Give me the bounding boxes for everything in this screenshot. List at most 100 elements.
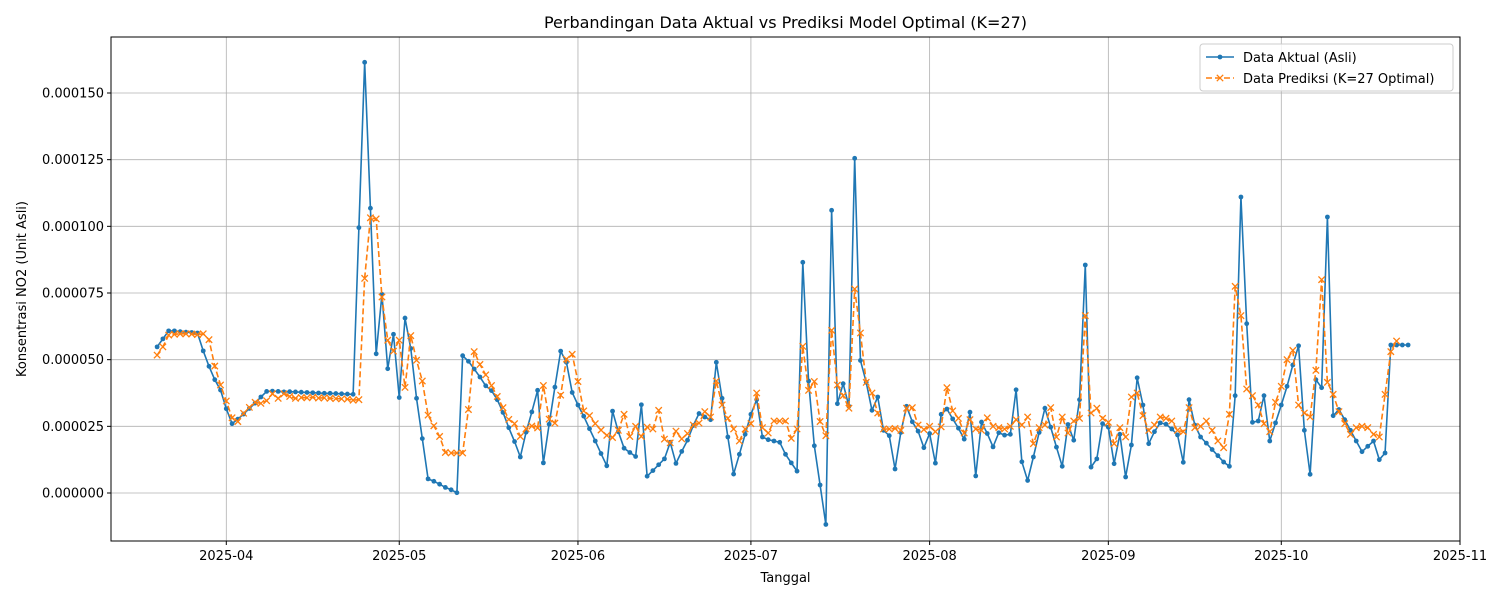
data-point-actual [1376,457,1382,463]
data-point-predicted [914,421,922,429]
data-point-predicted [1283,356,1291,364]
data-point-predicted [655,406,663,414]
data-point-actual [979,419,984,425]
data-point-actual [1025,478,1031,483]
data-point-actual [1371,438,1376,444]
data-point-actual [858,358,863,363]
data-point-predicted [366,214,375,222]
data-point-actual [788,460,794,466]
data-point-actual [1221,459,1227,465]
data-point-actual [558,348,564,354]
data-point-actual [731,471,737,477]
data-point-actual [402,315,408,321]
data-point-predicted [176,330,184,338]
data-point-predicted [931,428,940,436]
data-point-actual [1082,262,1088,268]
data-point-actual [506,425,512,431]
data-point-actual [1146,441,1152,447]
data-point-predicted [257,399,265,408]
data-point-predicted [1208,426,1216,434]
data-point-predicted [447,449,455,457]
data-point-actual [1382,450,1388,456]
data-point-actual [477,374,483,380]
data-point-actual [823,522,829,527]
data-point-actual [437,481,443,487]
data-point-predicted [355,396,363,404]
data-point-predicted [1000,425,1009,433]
data-point-predicted [378,293,386,301]
data-point-predicted [845,404,853,412]
data-point-predicted [908,404,916,412]
y-axis-label: Konsentrasi NO2 (Unit Asli) [15,201,30,377]
data-point-actual [1255,418,1261,424]
x-tick-label: 2025-04 [199,549,253,564]
data-point-predicted [954,414,963,422]
data-point-actual [229,421,235,427]
data-point-actual [1019,459,1025,465]
data-point-actual [362,59,368,65]
data-point-predicted [153,351,161,359]
data-point-actual [771,438,777,444]
data-point-actual [310,390,316,396]
data-point-actual [275,389,281,394]
data-point-actual [223,406,229,412]
data-point-actual [932,460,938,466]
data-point-predicted [1243,385,1251,393]
data-point-actual [886,433,892,439]
data-point-predicted [626,432,634,441]
y-tick-label: 0.000150 [42,87,104,102]
data-point-predicted [1214,437,1222,445]
data-point-actual [950,416,956,422]
data-point-actual [293,389,298,395]
legend: Data Aktual (Asli) Data Prediksi (K=27 O… [1199,43,1454,92]
data-point-predicted [608,433,617,442]
data-point-actual [1365,443,1371,449]
data-point-predicted [280,390,288,398]
data-point-predicted [1081,312,1089,320]
data-point-actual [587,426,592,432]
data-point-actual [431,478,437,484]
data-point-actual [592,438,598,444]
data-point-predicted [1196,422,1205,430]
data-point-actual [990,444,996,450]
data-point-actual [368,205,373,211]
data-point-actual [1232,393,1238,399]
data-point-actual [517,454,523,460]
data-point-actual [869,407,875,413]
data-point-predicted [729,425,738,433]
data-point-actual [673,461,679,466]
data-point-actual [984,431,990,436]
data-point-actual [258,394,264,400]
data-point-predicted [1006,422,1014,430]
data-point-actual [200,348,206,354]
data-point-predicted [314,394,323,402]
data-point-actual [973,473,979,479]
data-point-actual [1169,426,1175,432]
data-point-predicted [1352,424,1360,432]
data-point-actual [1284,383,1290,389]
data-point-actual [610,408,615,414]
data-point-actual [356,225,362,231]
data-point-actual [777,439,783,445]
data-point-predicted [816,417,824,426]
data-point-actual [817,482,823,488]
data-point-actual [811,443,817,449]
data-point-predicted [758,424,767,432]
data-point-predicted [1070,417,1078,425]
data-point-actual [264,389,270,394]
data-point-actual [212,377,218,383]
data-point-predicted [1271,398,1280,406]
data-point-actual [391,331,396,337]
data-point-actual [875,394,881,400]
data-point-predicted [643,423,651,431]
data-point-predicted [182,330,190,338]
data-point-actual [956,425,961,431]
data-point-actual [1175,432,1180,438]
data-point-actual [1353,438,1359,444]
data-point-predicted [672,427,680,435]
series-markers-predicted [153,214,1401,457]
data-point-predicted [977,426,986,434]
x-tick-label: 2025-07 [724,549,778,564]
data-point-predicted [412,356,421,364]
data-point-predicted [666,439,674,447]
